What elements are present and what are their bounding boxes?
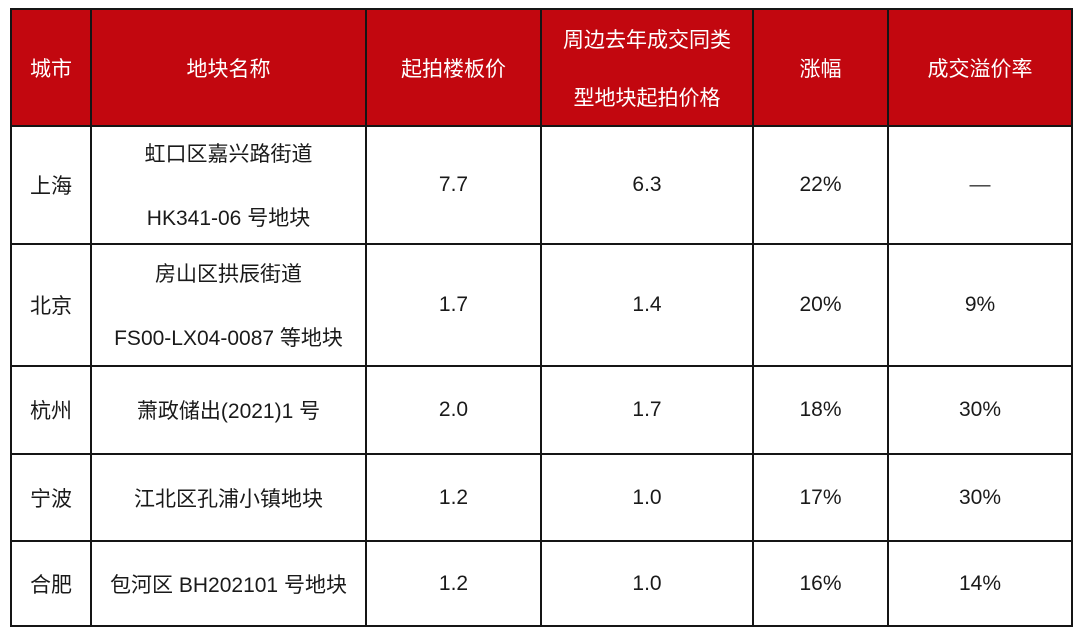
cell-city: 杭州 [10,365,92,455]
cell-premium: 14% [887,540,1073,627]
col-header-nearby-price: 周边去年成交同类 型地块起拍价格 [540,8,754,127]
cell-plot-name: 房山区拱辰街道 FS00-LX04-0087 等地块 [90,243,367,367]
col-header-starting-floor-price: 起拍楼板价 [365,8,542,127]
cell-floor-price: 1.2 [365,540,542,627]
cell-nearby-price: 1.0 [540,453,754,542]
table-row-ningbo: 宁波 江北区孔浦小镇地块 1.2 1.0 17% 30% [10,453,1073,542]
cell-increase: 16% [752,540,889,627]
cell-floor-price: 1.2 [365,453,542,542]
table-row-beijing: 北京 房山区拱辰街道 FS00-LX04-0087 等地块 1.7 1.4 20… [10,243,1073,367]
col-header-increase: 涨幅 [752,8,889,127]
cell-plot-name: 江北区孔浦小镇地块 [90,453,367,542]
cell-increase: 18% [752,365,889,455]
land-auction-table-container: 城市 地块名称 起拍楼板价 周边去年成交同类 型地块起拍价格 涨幅 成交溢价率 … [10,8,1073,627]
plot-name-line1: 虹口区嘉兴路街道 [144,143,313,166]
cell-nearby-price: 1.0 [540,540,754,627]
plot-name-line2: FS00-LX04-0087 等地块 [114,327,343,350]
col-header-premium-rate: 成交溢价率 [887,8,1073,127]
cell-floor-price: 7.7 [365,125,542,245]
table-row-hefei: 合肥 包河区 BH202101 号地块 1.2 1.0 16% 14% [10,540,1073,627]
table-row-shanghai: 上海 虹口区嘉兴路街道 HK341-06 号地块 7.7 6.3 22% — [10,125,1073,245]
cell-premium: — [887,125,1073,245]
col-header-nearby-price-line2: 型地块起拍价格 [573,86,721,110]
cell-city: 宁波 [10,453,92,542]
cell-nearby-price: 6.3 [540,125,754,245]
plot-name-line1: 房山区拱辰街道 [155,263,302,286]
cell-increase: 17% [752,453,889,542]
table-body: 上海 虹口区嘉兴路街道 HK341-06 号地块 7.7 6.3 22% — 北… [10,125,1073,627]
cell-nearby-price: 1.4 [540,243,754,367]
cell-city: 合肥 [10,540,92,627]
plot-name-line2: HK341-06 号地块 [146,207,311,230]
cell-nearby-price: 1.7 [540,365,754,455]
col-header-city: 城市 [10,8,92,127]
col-header-plot-name: 地块名称 [90,8,367,127]
cell-increase: 20% [752,243,889,367]
cell-city: 北京 [10,243,92,367]
cell-plot-name: 包河区 BH202101 号地块 [90,540,367,627]
cell-floor-price: 1.7 [365,243,542,367]
table-header: 城市 地块名称 起拍楼板价 周边去年成交同类 型地块起拍价格 涨幅 成交溢价率 [10,8,1073,127]
col-header-nearby-price-line1: 周边去年成交同类 [563,28,731,52]
cell-plot-name: 萧政储出(2021)1 号 [90,365,367,455]
cell-city: 上海 [10,125,92,245]
header-row: 城市 地块名称 起拍楼板价 周边去年成交同类 型地块起拍价格 涨幅 成交溢价率 [10,8,1073,127]
land-auction-table: 城市 地块名称 起拍楼板价 周边去年成交同类 型地块起拍价格 涨幅 成交溢价率 … [10,8,1073,627]
cell-premium: 9% [887,243,1073,367]
cell-increase: 22% [752,125,889,245]
cell-premium: 30% [887,453,1073,542]
cell-plot-name: 虹口区嘉兴路街道 HK341-06 号地块 [90,125,367,245]
cell-floor-price: 2.0 [365,365,542,455]
table-row-hangzhou: 杭州 萧政储出(2021)1 号 2.0 1.7 18% 30% [10,365,1073,455]
cell-premium: 30% [887,365,1073,455]
